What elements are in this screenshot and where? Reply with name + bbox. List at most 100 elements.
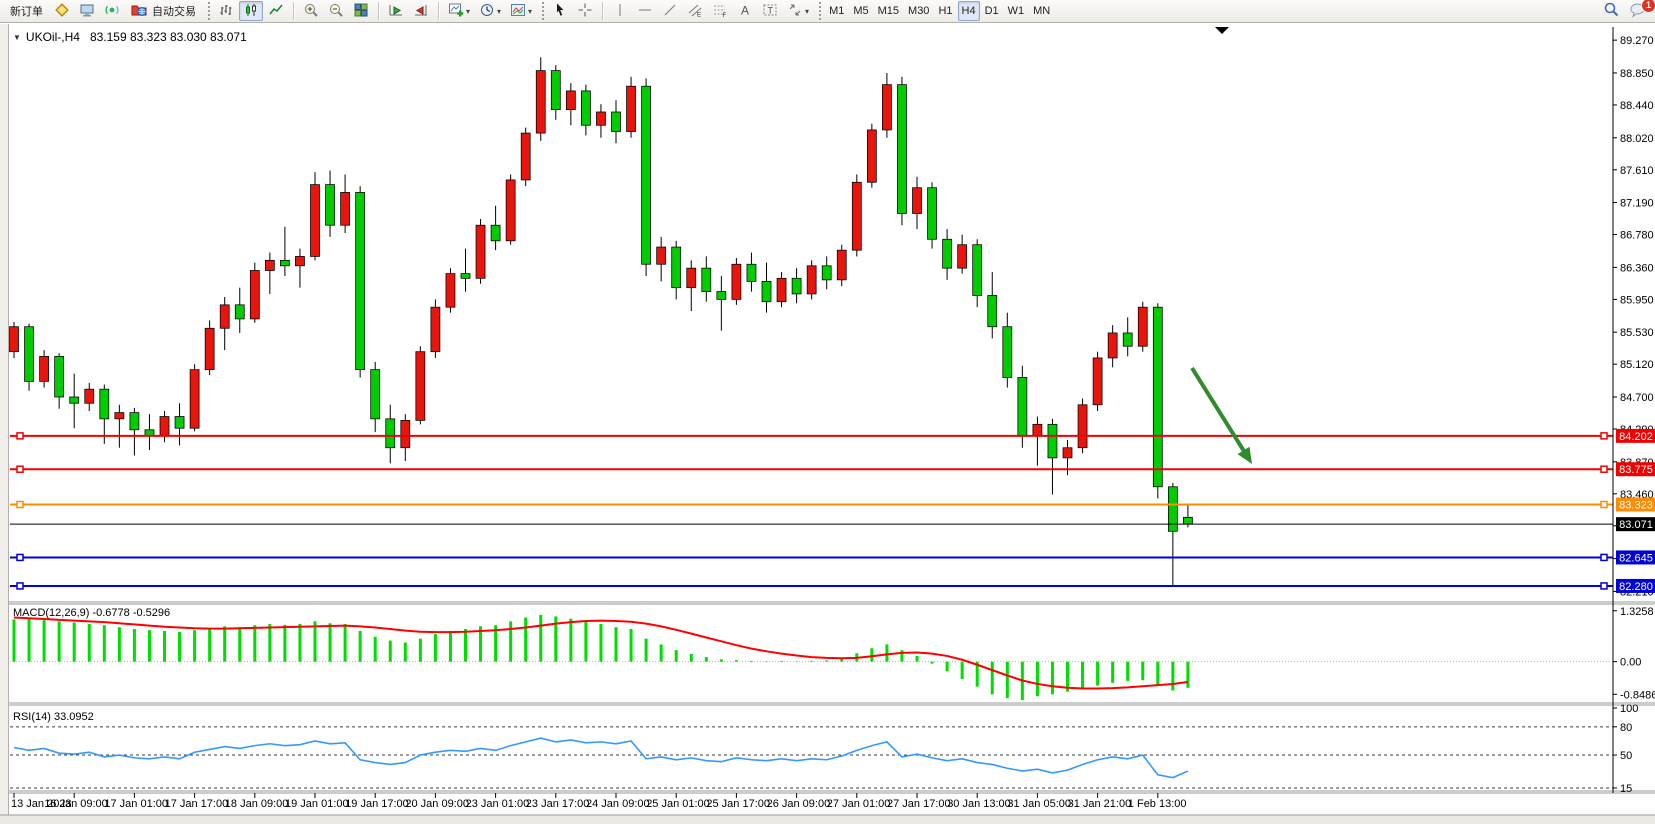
candles-layer bbox=[9, 57, 1193, 586]
svg-text:E: E bbox=[697, 12, 701, 18]
price-badge-83.323 bbox=[1616, 497, 1655, 512]
svg-text:87.190: 87.190 bbox=[1620, 198, 1654, 210]
templates-button[interactable]: ▾ bbox=[506, 1, 536, 21]
zoom-in-icon bbox=[303, 2, 319, 21]
zoom-in-button[interactable] bbox=[299, 1, 323, 21]
svg-text:88.440: 88.440 bbox=[1620, 100, 1654, 112]
svg-text:86.360: 86.360 bbox=[1620, 262, 1654, 274]
svg-text:88.020: 88.020 bbox=[1620, 133, 1654, 145]
main-toolbar: 新订单 自动交易 bbox=[0, 0, 1655, 23]
timeframe-button-m1[interactable]: M1 bbox=[829, 5, 845, 17]
fibonacci-tool-button[interactable]: F bbox=[708, 1, 732, 21]
candlestick-icon bbox=[243, 2, 259, 21]
svg-text:24 Jan 09:00: 24 Jan 09:00 bbox=[586, 798, 650, 810]
trendline-tool-button[interactable] bbox=[658, 1, 682, 21]
alerts-button[interactable] bbox=[100, 1, 124, 21]
signal-broadcast-icon bbox=[104, 2, 120, 21]
toolbar-grip[interactable] bbox=[206, 2, 210, 20]
chart-shift-button[interactable] bbox=[409, 1, 433, 21]
tile-windows-button[interactable] bbox=[349, 1, 373, 21]
equidistant-channel-icon: E bbox=[687, 2, 703, 21]
svg-text:F: F bbox=[723, 13, 727, 18]
crosshair-tool-button[interactable] bbox=[573, 1, 597, 21]
cursor-tool-button[interactable] bbox=[548, 1, 572, 21]
bar-chart-mode-button[interactable] bbox=[214, 1, 238, 21]
template-icon bbox=[510, 2, 526, 21]
autotrading-folder-icon bbox=[131, 2, 148, 20]
svg-text:1.3258: 1.3258 bbox=[1620, 606, 1654, 618]
text-label-icon: T bbox=[762, 2, 778, 21]
svg-text:27 Jan 01:00: 27 Jan 01:00 bbox=[827, 798, 891, 810]
svg-text:0.00: 0.00 bbox=[1620, 657, 1641, 669]
line-chart-mode-button[interactable] bbox=[264, 1, 288, 21]
gold-diamond-icon bbox=[54, 2, 70, 21]
trend-arrow-annotation bbox=[1190, 366, 1248, 455]
svg-text:16 Jan 09:00: 16 Jan 09:00 bbox=[44, 798, 108, 810]
text-icon: A bbox=[737, 2, 753, 21]
chevron-down-icon: ▾ bbox=[805, 6, 810, 16]
search-button[interactable] bbox=[1599, 1, 1624, 21]
chevron-down-icon: ▾ bbox=[528, 6, 533, 16]
period-button[interactable]: ▾ bbox=[475, 1, 505, 21]
fibonacci-icon: F bbox=[712, 2, 728, 21]
vertical-line-tool-button[interactable] bbox=[608, 1, 632, 21]
svg-text:88.850: 88.850 bbox=[1620, 68, 1654, 80]
text-tool-button[interactable]: A bbox=[733, 1, 757, 21]
svg-text:-0.8486: -0.8486 bbox=[1620, 689, 1655, 701]
notifications-button[interactable]: 1 bbox=[1625, 0, 1655, 21]
line-chart-icon bbox=[268, 2, 284, 21]
svg-text:86.780: 86.780 bbox=[1620, 230, 1654, 242]
timeframe-button-m15[interactable]: M15 bbox=[877, 5, 900, 17]
add-indicator-icon bbox=[448, 2, 464, 21]
price-chart[interactable]: 89.270 88.850 88.440 88.020 87.610 87.190 86.7… bbox=[0, 24, 1655, 824]
svg-text:83.775: 83.775 bbox=[1619, 464, 1653, 476]
svg-text:84.700: 84.700 bbox=[1620, 392, 1654, 404]
svg-text:25 Jan 01:00: 25 Jan 01:00 bbox=[646, 798, 710, 810]
timeframe-button-d1[interactable]: D1 bbox=[984, 5, 999, 17]
terminal-button[interactable] bbox=[75, 1, 99, 21]
svg-text:19 Jan 17:00: 19 Jan 17:00 bbox=[345, 798, 409, 810]
svg-text:87.610: 87.610 bbox=[1620, 165, 1654, 177]
horizontal-line-tool-button[interactable] bbox=[633, 1, 657, 21]
chart-symbol-label: UKOil-,H4 bbox=[25, 30, 80, 44]
add-indicator-button[interactable]: ▾ bbox=[444, 1, 474, 21]
autotrading-button[interactable]: 自动交易 bbox=[125, 1, 202, 21]
svg-text:26 Jan 09:00: 26 Jan 09:00 bbox=[767, 798, 831, 810]
timeframe-button-h1[interactable]: H1 bbox=[938, 5, 953, 17]
timeframe-button-m5[interactable]: M5 bbox=[853, 5, 869, 17]
svg-text:31 Jan 05:00: 31 Jan 05:00 bbox=[1007, 798, 1071, 810]
chart-shift-icon bbox=[413, 2, 429, 21]
svg-text:18 Jan 09:00: 18 Jan 09:00 bbox=[225, 798, 289, 810]
chart-menu-caret-icon[interactable]: ▼ bbox=[13, 33, 21, 42]
svg-text:50: 50 bbox=[1620, 750, 1632, 762]
timeframe-button-w1[interactable]: W1 bbox=[1007, 5, 1025, 17]
timeframe-toolbar: M1 M5 M15 M30 H1 H4 D1 W1 MN bbox=[825, 1, 1054, 21]
toolbar-grip[interactable] bbox=[540, 2, 545, 20]
svg-text:17 Jan 01:00: 17 Jan 01:00 bbox=[104, 798, 168, 810]
chevron-down-icon: ▾ bbox=[497, 6, 502, 16]
svg-text:89.270: 89.270 bbox=[1620, 35, 1654, 47]
autotrading-label: 自动交易 bbox=[152, 6, 196, 18]
timeframe-button-m30[interactable]: M30 bbox=[908, 5, 930, 17]
price-badge-84.202 bbox=[1616, 428, 1655, 443]
candlestick-mode-button[interactable] bbox=[239, 1, 263, 21]
chart-window-title: ▼ UKOil-,H4 83.159 83.323 83.030 83.071 bbox=[13, 30, 247, 44]
text-label-tool-button[interactable]: T bbox=[758, 1, 782, 21]
arrows-tool-button[interactable]: ▾ bbox=[783, 1, 813, 21]
toolbar-grip[interactable] bbox=[817, 2, 822, 20]
svg-text:84.202: 84.202 bbox=[1619, 431, 1653, 443]
toolbar-separator bbox=[293, 2, 294, 20]
arrow-shapes-icon bbox=[787, 2, 803, 21]
toolbar-separator bbox=[602, 2, 604, 20]
svg-text:85.530: 85.530 bbox=[1620, 327, 1654, 339]
zoom-out-button[interactable] bbox=[324, 1, 348, 21]
svg-text:25 Jan 17:00: 25 Jan 17:00 bbox=[706, 798, 770, 810]
timeframe-button-h4[interactable]: H4 bbox=[957, 1, 980, 21]
new-order-button[interactable]: 新订单 bbox=[10, 6, 43, 18]
channel-tool-button[interactable]: E bbox=[683, 1, 707, 21]
market-watch-button[interactable] bbox=[50, 1, 74, 21]
clock-icon bbox=[479, 2, 495, 21]
timeframe-button-mn[interactable]: MN bbox=[1033, 5, 1051, 17]
auto-scroll-button[interactable] bbox=[384, 1, 408, 21]
